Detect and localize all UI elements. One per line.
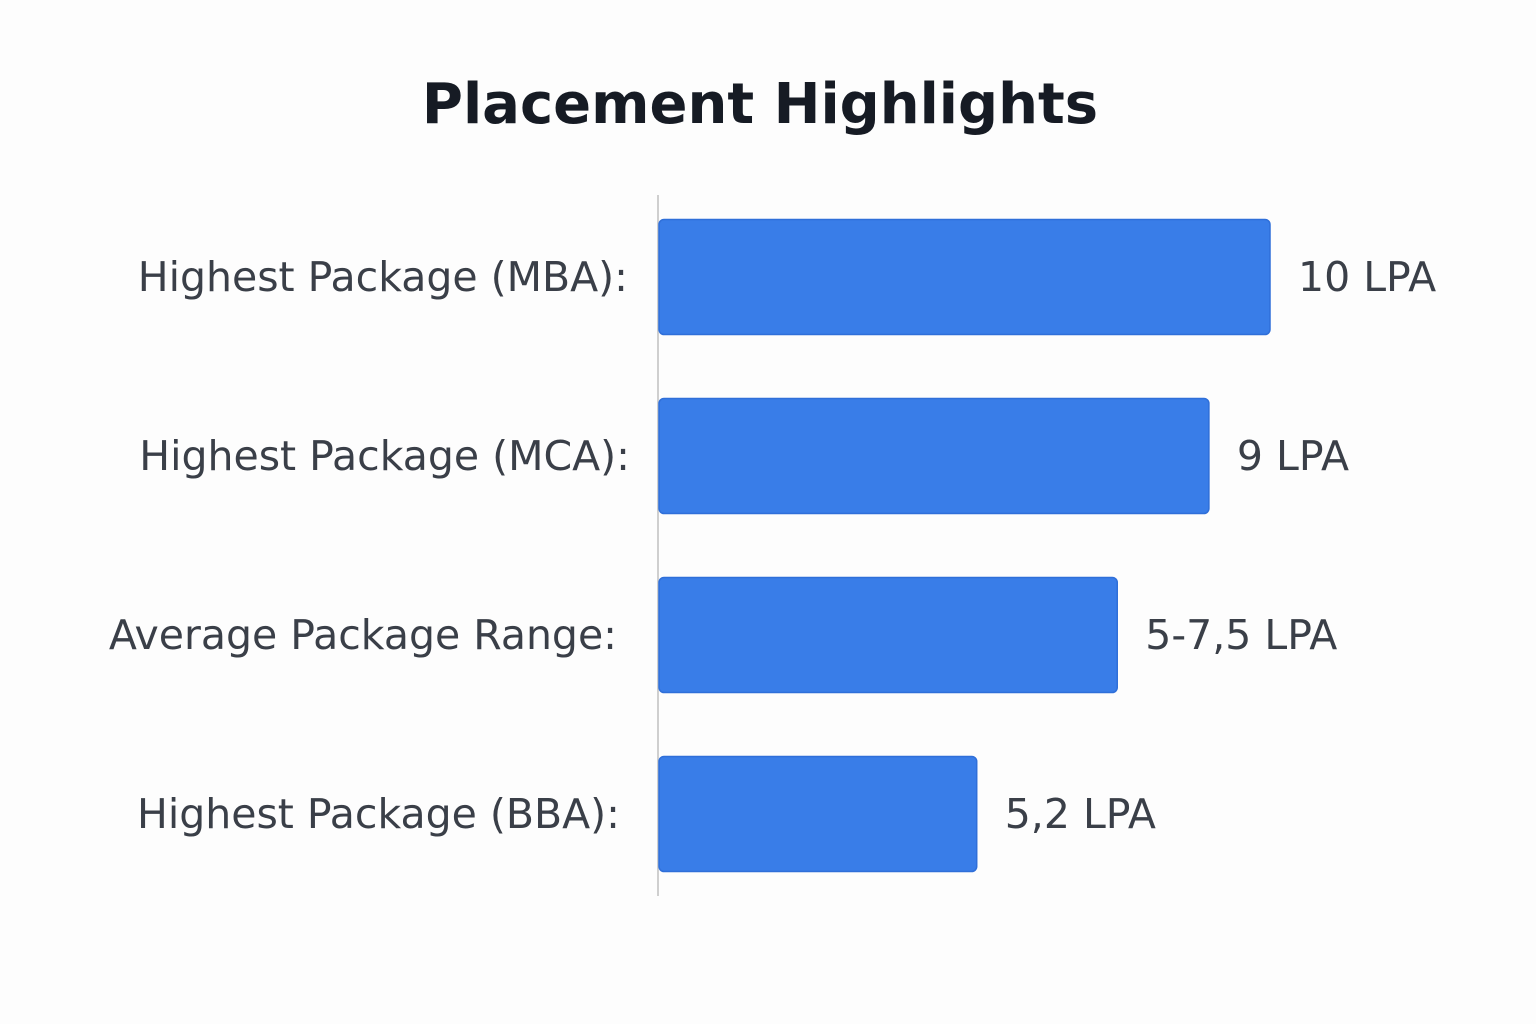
bar-2 <box>658 576 1118 694</box>
category-label-3: Highest Package (BBA): <box>137 790 620 838</box>
bar-1 <box>658 397 1210 515</box>
bar-0 <box>658 218 1271 336</box>
value-label-0: 10 LPA <box>1298 253 1436 301</box>
bar-3 <box>658 755 978 873</box>
category-label-2: Average Package Range: <box>109 611 617 659</box>
bar-group: Highest Package (MBA): 10 LPA Highest Pack… <box>109 218 1436 873</box>
value-label-3: 5,2 LPA <box>1005 790 1156 838</box>
value-label-2: 5-7,5 LPA <box>1145 611 1337 659</box>
category-label-1: Highest Package (MCA): <box>139 432 630 480</box>
category-label-0: Highest Package (MBA): <box>138 253 628 301</box>
chart-title: Placement Highlights <box>422 72 1098 137</box>
value-label-1: 9 LPA <box>1237 432 1349 480</box>
